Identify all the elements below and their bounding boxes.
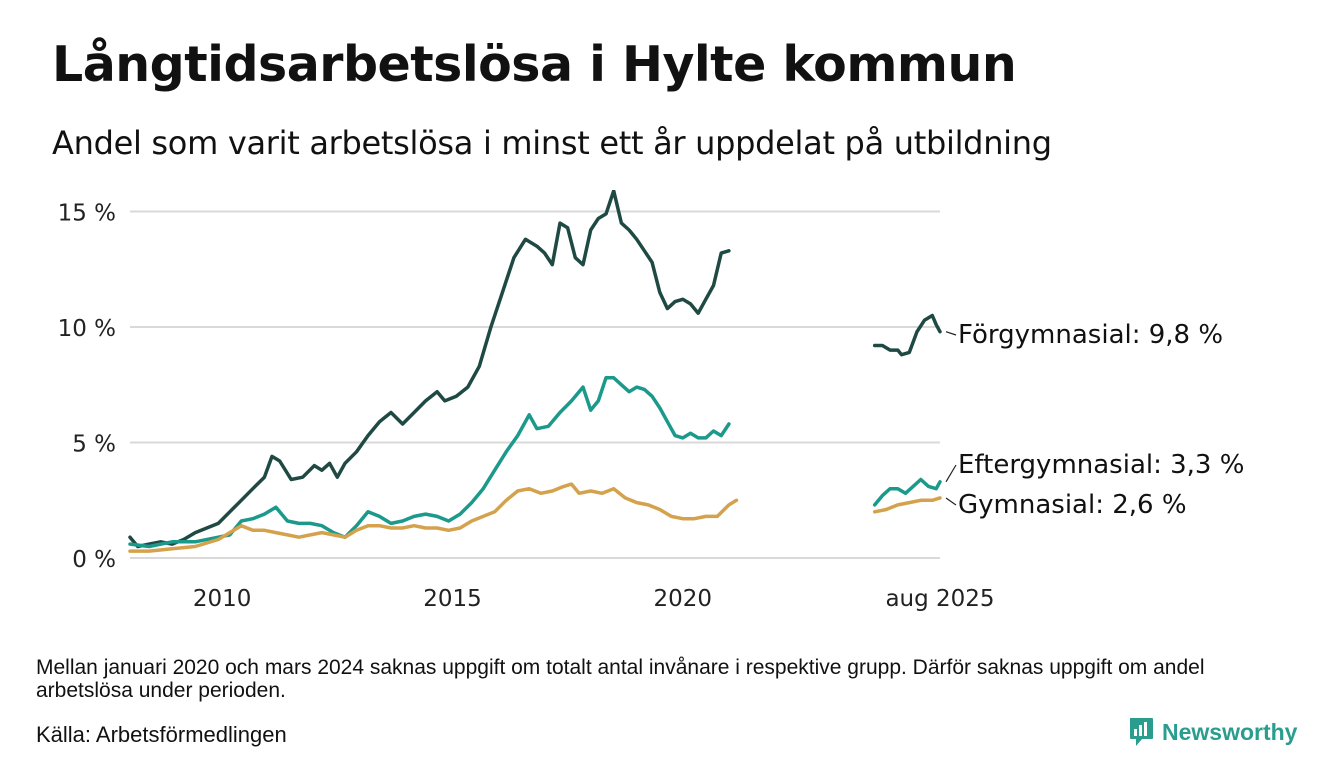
newsworthy-logo: Newsworthy: [1128, 716, 1297, 748]
label-leader: [945, 464, 957, 483]
series-end-labels: Förgymnasial: 9,8 % Eftergymnasial: 3,3 %…: [945, 320, 1244, 520]
y-tick-label: 0 %: [72, 547, 116, 573]
y-tick-label: 5 %: [72, 432, 116, 458]
y-axis-ticks: 0 % 5 % 10 % 15 %: [58, 201, 116, 573]
series-line-gymnasial: [128, 482, 942, 553]
gridlines: [130, 210, 940, 559]
series-end-label: Gymnasial: 2,6 %: [958, 490, 1187, 520]
chart-subtitle: Andel som varit arbetslösa i minst ett å…: [52, 124, 1052, 162]
series-lines: [128, 190, 942, 553]
x-tick-label: aug 2025: [885, 586, 994, 612]
y-tick-label: 15 %: [58, 201, 116, 227]
label-leader: [945, 497, 957, 506]
x-axis-ticks: 2010 2015 2020 aug 2025: [193, 586, 995, 612]
series-line-eftergymnasial: [128, 376, 942, 549]
series-end-label: Eftergymnasial: 3,3 %: [958, 450, 1244, 480]
bar-chart-icon: [1130, 718, 1153, 746]
x-tick-label: 2015: [423, 586, 482, 612]
footnote: Mellan januari 2020 och mars 2024 saknas…: [36, 656, 1205, 702]
label-leader: [945, 331, 957, 336]
line-chart: 0 % 5 % 10 % 15 % 2010 2015 2020 aug 2025 Förg…: [58, 190, 1244, 612]
source-note: Källa: Arbetsförmedlingen: [36, 722, 287, 747]
brand-name: Newsworthy: [1162, 718, 1298, 745]
series-end-label: Förgymnasial: 9,8 %: [958, 320, 1223, 350]
x-tick-label: 2020: [654, 586, 713, 612]
series-line-förgymnasial: [128, 190, 942, 549]
chart-title: Långtidsarbetslösa i Hylte kommun: [52, 36, 1017, 93]
x-tick-label: 2010: [193, 586, 252, 612]
y-tick-label: 10 %: [58, 316, 116, 342]
